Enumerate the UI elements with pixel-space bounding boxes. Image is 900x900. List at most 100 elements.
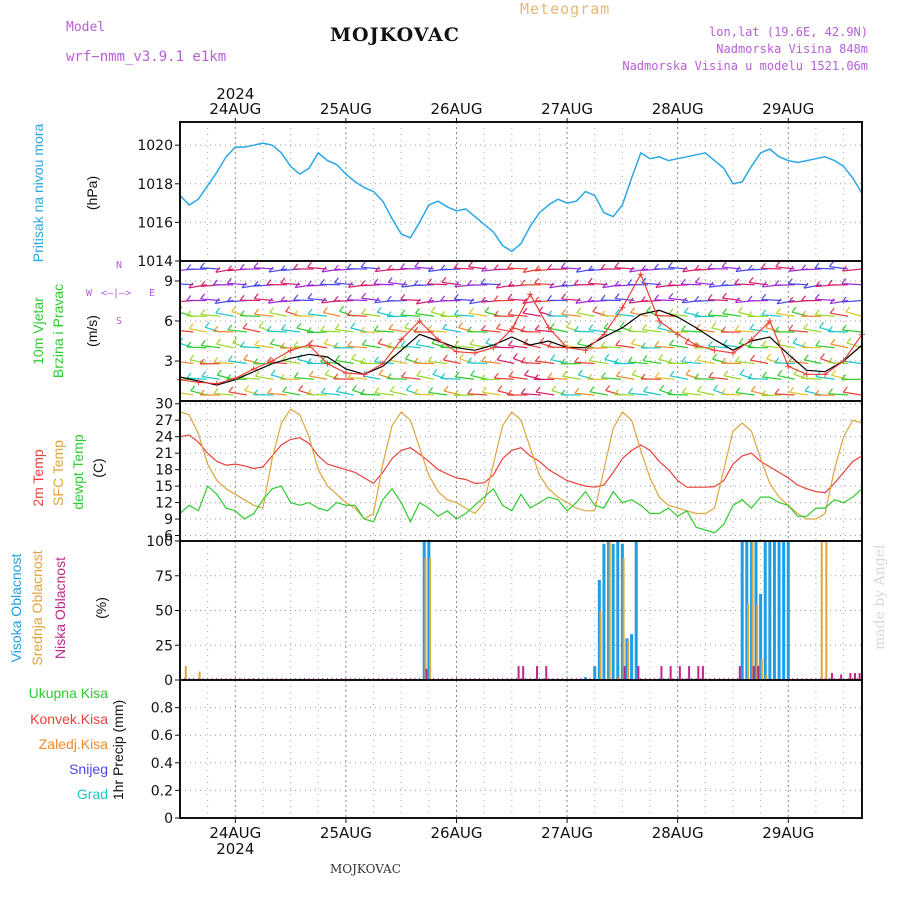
wind-barb [484,311,501,317]
wind-barb-flag [227,324,233,331]
wind-barb [803,284,822,289]
wind-barb-flag [374,266,380,272]
wind-barb-flag [389,385,395,392]
wind-barb [440,377,461,380]
wind-barb-flag [640,342,646,349]
wind-barb [815,345,835,349]
wind-barb-flag [226,277,232,284]
compass-w: W [86,288,93,299]
wind-barb-flag [775,261,781,268]
wind-barb-flag [829,307,835,314]
wind-barb-flag [614,308,620,315]
wind-barb-flag [239,341,245,348]
wind-barb-flag [269,338,275,345]
wind-barb [550,359,568,365]
wind-barb-flag [800,295,806,302]
wind-barb-flag [829,298,835,304]
wind-barb-flag [414,261,420,268]
wind-barb-flag [454,371,460,378]
cloud-mid-bar [617,677,620,680]
wind-barb-flag [268,266,274,273]
wind-barb-flag [214,297,220,304]
wind-barb-flag [228,386,234,393]
cloud-high-bar [763,541,767,680]
wind-barb [576,268,595,273]
wind-barb-flag [213,388,219,394]
wind-barb-flag [600,341,606,348]
wind-barb-flag [711,322,717,329]
wind-barb [815,298,835,302]
wind-barb-flag [213,357,219,363]
wind-barb-flag [186,341,192,348]
cloud-low-bar [830,673,833,680]
wind-barb-flag [339,305,345,312]
wind-barb [657,327,675,333]
wind-barb-flag [722,292,727,299]
wind-barb-flag [680,278,686,285]
temp-sfc-line [179,408,863,520]
wind-barb [842,329,862,333]
wind-barb-flag [333,342,339,349]
wind-barb [842,268,862,272]
wind-barb-flag [258,321,264,328]
wind-barb [738,311,755,317]
wind-barb-flag [814,262,820,269]
wind-barb [588,329,608,333]
wind-barb-flag [493,295,499,301]
y-tick-label: 9 [164,274,173,290]
cloud-low-bar [517,666,520,680]
wind-barb-flag [547,341,553,348]
wind-barb-flag [443,385,449,392]
wind-barb-flag [386,373,392,380]
wind-barb [180,300,181,302]
wind-barb-flag [831,369,837,376]
wind-gust-marker [545,324,552,331]
wind-barb-flag [819,322,824,328]
y-tick-label: 0.8 [151,701,173,717]
wind-barb [217,374,234,380]
wind-gust-line [179,272,863,385]
cloud-mid-bar [622,557,625,680]
wind-barb-flag [253,308,259,315]
wind-barb [387,378,408,380]
wind-barb [627,330,648,333]
wind-barb-flag [401,371,406,378]
wind-barb [267,330,287,333]
wind-barb-flag [281,355,287,362]
wind-barb-flag [244,385,250,391]
wind-barb [377,342,394,349]
wind-barb-flag [587,277,593,284]
y-tick-label: 0 [164,811,173,827]
wind-barb-flag [761,281,767,288]
y-tick-label: 50 [155,604,173,620]
wind-barb [186,377,207,380]
temp-2m-line [179,434,863,494]
wind-barb-flag [827,279,833,286]
wind-barb-flag [415,339,421,345]
wind-barb [777,374,795,380]
wind-barb-flag [750,354,755,361]
wind-barb-flag [200,340,206,346]
wind-barb [551,390,568,396]
precip-legend-hail: Grad [76,786,108,802]
wind-barb [801,377,822,380]
wind-barb-flag [628,387,633,394]
wind-barb-flag [761,294,767,300]
wind-barb [335,359,354,365]
wind-barb-flag [361,339,367,346]
wind-barb [708,376,728,380]
wind-barb-flag [562,371,568,377]
bottom-day-label: 25AUG [320,824,372,842]
wind-barb [454,345,475,349]
wind-barb-flag [681,356,687,363]
wind-barb-flag [577,338,582,345]
wind-barb [186,346,207,349]
wind-barb-flag [174,325,178,330]
wind-barb-flag [351,384,357,391]
wind-barb [815,314,835,317]
wind-barb-flag [162,299,166,304]
wind-barb [734,283,755,286]
wind-barb-flag [776,298,782,305]
wind-barb-flag [659,384,665,391]
wind-barb-flag [641,324,647,330]
